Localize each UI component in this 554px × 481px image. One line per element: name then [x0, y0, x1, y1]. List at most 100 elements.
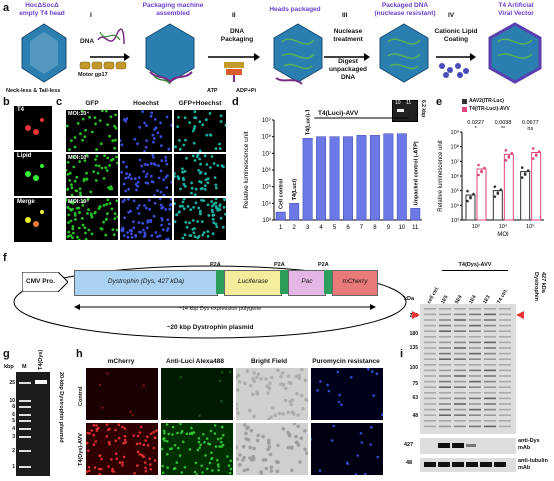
adp-label: ADP+Pi [236, 88, 257, 94]
e-sig: ns [527, 126, 533, 132]
blot-band [469, 319, 481, 321]
blot-band [484, 403, 496, 405]
blot-band [424, 375, 436, 377]
blot-band [454, 425, 466, 428]
blot-band [454, 414, 466, 416]
step-II: II [232, 12, 236, 19]
moi-label-0: MOI:10⁴ [68, 111, 90, 117]
plasmid-band [35, 380, 47, 384]
e-point [523, 172, 527, 175]
packaged-dna-illustration [374, 22, 434, 86]
blot-band [439, 336, 451, 338]
blot-band [424, 408, 436, 411]
e-ytick-label: 10⁵ [451, 188, 459, 195]
blot-band [454, 386, 466, 388]
blot-band [439, 308, 451, 310]
blot-band [499, 380, 511, 383]
pack-machine-label: Packaging machine assembled [142, 2, 204, 17]
panel-d-gel-inset: 10 11 [392, 100, 418, 122]
blot-lane-labels: cell ctrl. 1E5 5E4 1E4 1E3 T4 ctrl. [422, 268, 532, 308]
dna-label: DNA [80, 38, 95, 45]
ladder-band [19, 436, 31, 438]
d-bar-label: Cell control [279, 178, 285, 209]
legend-t4-label: T4(ITR-Luci)-AVV [469, 106, 510, 112]
blot-band [469, 364, 481, 366]
blot-band [484, 397, 496, 400]
blot-marker-1: 180 [409, 331, 418, 337]
panel-a-letter: a [3, 2, 10, 14]
blot-band [484, 336, 496, 338]
blot-marker-3: 100 [409, 365, 418, 371]
ladder-label-0: 25 [9, 380, 15, 386]
d-xtick-label: 9 [387, 225, 391, 231]
blot-band [454, 336, 466, 338]
polygene-label: ~14 kbp Dys expression polygene [178, 306, 262, 312]
d-xtick-label: 4 [319, 225, 323, 231]
mcherry-label: mCherry [342, 278, 368, 285]
ladder-label-1: 10 [9, 398, 15, 404]
d-xtick-label: 5 [333, 225, 337, 231]
blot-band [439, 324, 451, 327]
ladder-label-8: 1 [12, 464, 15, 470]
arrow-III [324, 48, 370, 66]
motor-label: Motor gp17 [78, 72, 108, 78]
gel-lane-11: 11 [406, 100, 412, 106]
blot-band [424, 420, 436, 422]
blot-band [454, 358, 466, 360]
blot-band [469, 341, 481, 344]
blot-band [484, 369, 496, 372]
blot-band [484, 386, 496, 388]
e-point [477, 163, 480, 167]
e-sig: ** [501, 126, 506, 132]
d-bar [343, 136, 353, 221]
arrow-IV [436, 48, 476, 66]
lipid-microscopy: Lipid [14, 152, 52, 196]
blot-band [439, 425, 451, 428]
micro-cell-r2-c1 [120, 198, 172, 240]
blot-band [424, 392, 436, 394]
h-cell-r0-c2 [236, 368, 308, 420]
p2a-2-label: P2A [274, 262, 285, 268]
blot-band [484, 330, 496, 332]
empty-t4-head-illustration [18, 22, 70, 84]
d-ylabel: Relative luminescence unit [243, 131, 250, 209]
e-point [472, 192, 475, 196]
blot-band [424, 414, 436, 416]
e-point [504, 159, 508, 162]
blot-band [469, 324, 481, 327]
blot-band [439, 375, 451, 377]
p2a-2-block [280, 270, 288, 294]
panel-d-title: T4(Luci)-AVV [318, 110, 359, 117]
blot-band [484, 308, 496, 310]
blot-band [469, 369, 481, 372]
pac-block: Pac [288, 270, 326, 296]
blot-kda-header: kDa [404, 296, 415, 302]
e-bar [520, 171, 531, 221]
d-bar [289, 203, 300, 221]
blot-band [469, 414, 481, 416]
blot-band [424, 308, 436, 310]
blot-lane-0: cell ctrl. [426, 285, 441, 305]
d-xtick-label: 11 [412, 225, 419, 231]
blot-band [454, 330, 466, 332]
d-ytick-label: 10⁴ [262, 200, 272, 207]
panel-d-chart: 10³ 10⁴ 10⁵ 10⁶ 10⁷ 10⁸ 10⁹ 1 2 3 4 5 6 7 8 9 10 11 Cell c… [243, 110, 422, 231]
d-bar-label: T4(Luci) [292, 179, 298, 201]
h-col-bf: Bright Field [250, 358, 288, 365]
moi-label-1: MOI:10⁵ [68, 155, 89, 161]
ladder-band [19, 428, 31, 430]
d-xtick-label: 6 [346, 225, 350, 231]
blot-band [469, 386, 481, 388]
e-point [526, 169, 530, 172]
motor-ring-icon [222, 60, 246, 87]
h-col-luci: Anti-Luci Alexa488 [166, 358, 224, 365]
neck-label: Neck-less & Tail-less [6, 88, 61, 94]
e-ytick-label: 10³ [451, 218, 459, 224]
legend-aav2-label: AAV2(ITR-Luc) [469, 98, 504, 104]
blot-band [499, 386, 511, 388]
blot-band [454, 397, 466, 400]
cationic-label: Cationic Lipid Coating [434, 28, 478, 43]
e-bar [531, 152, 542, 221]
d-ytick-label: 10⁶ [262, 167, 272, 174]
blot-band [424, 380, 436, 383]
